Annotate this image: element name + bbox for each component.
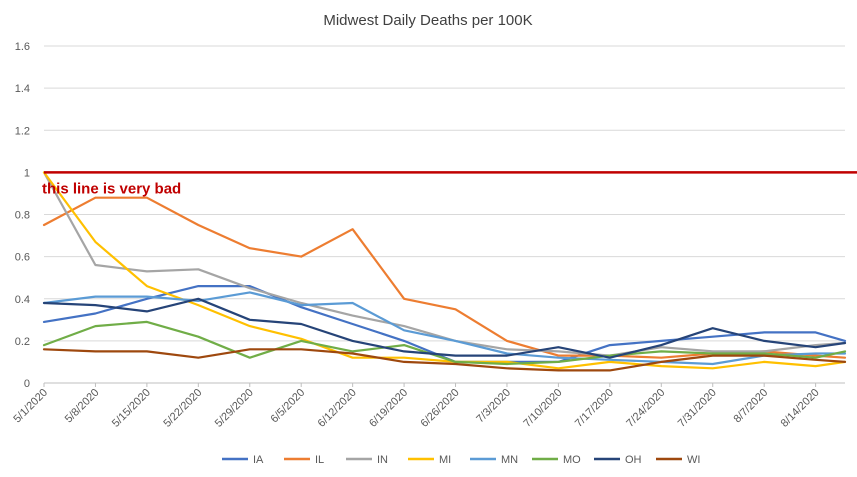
- x-tick-label: 7/24/2020: [624, 387, 667, 430]
- x-tick-label: 5/15/2020: [110, 387, 153, 430]
- legend-label-wi: WI: [687, 454, 700, 466]
- x-tick-label: 5/22/2020: [161, 387, 204, 430]
- x-tick-label: 6/12/2020: [316, 387, 359, 430]
- legend-label-mi: MI: [439, 454, 451, 466]
- y-tick-label: 0.4: [15, 294, 30, 306]
- y-tick-label: 0: [24, 378, 30, 390]
- y-axis-ticks: 0 0.2 0.4 0.6 0.8 1 1.2 1.4 1.6: [15, 41, 30, 390]
- legend-label-mo: MO: [563, 454, 581, 466]
- threshold-group: this line is very bad: [42, 171, 857, 197]
- x-tick-label: 7/17/2020: [573, 387, 616, 430]
- legend-label-ia: IA: [253, 454, 264, 466]
- threshold-annotation: this line is very bad: [42, 180, 181, 197]
- series-line-mn: [42, 291, 847, 366]
- x-tick-label: 8/14/2020: [779, 387, 822, 430]
- series-line-oh: [42, 297, 847, 359]
- x-axis-ticks: 5/1/2020 5/8/2020 5/15/2020 5/22/2020 5/29/2…: [11, 383, 822, 430]
- legend-label-oh: OH: [625, 454, 642, 466]
- legend: IA IL IN MI MN MO OH WI: [222, 454, 700, 466]
- y-tick-label: 0.6: [15, 252, 30, 264]
- y-tick-label: 1.4: [15, 83, 30, 95]
- x-tick-label: 7/31/2020: [676, 387, 719, 430]
- x-tick-label: 8/7/2020: [732, 387, 771, 426]
- x-tick-label: 6/19/2020: [367, 387, 410, 430]
- x-tick-label: 7/10/2020: [521, 387, 564, 430]
- legend-label-il: IL: [315, 454, 324, 466]
- y-tick-label: 0.8: [15, 210, 30, 222]
- y-tick-label: 1.6: [15, 41, 30, 53]
- series-line-wi: [42, 348, 847, 372]
- x-tick-label: 7/3/2020: [474, 387, 513, 426]
- y-tick-label: 1.2: [15, 125, 30, 137]
- legend-label-in: IN: [377, 454, 388, 466]
- x-tick-label: 5/8/2020: [63, 387, 102, 426]
- x-tick-label: 6/5/2020: [269, 387, 308, 426]
- legend-label-mn: MN: [501, 454, 518, 466]
- x-tick-label: 5/1/2020: [11, 387, 50, 426]
- gridlines: [44, 45, 845, 384]
- chart-title: Midwest Daily Deaths per 100K: [323, 12, 532, 29]
- series-line-mo: [42, 320, 847, 366]
- series-lines: [42, 171, 847, 372]
- x-tick-label: 6/26/2020: [419, 387, 462, 430]
- series-line-in: [42, 171, 847, 357]
- y-tick-label: 1: [24, 167, 30, 179]
- series-line-il: [42, 196, 847, 359]
- y-tick-label: 0.2: [15, 336, 30, 348]
- x-tick-label: 5/29/2020: [213, 387, 256, 430]
